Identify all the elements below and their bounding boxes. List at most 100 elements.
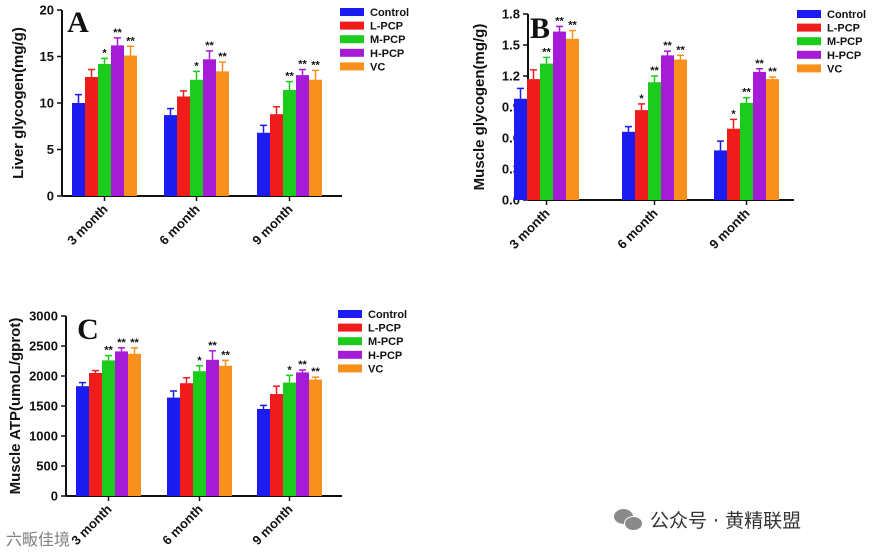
significance-mark: ** xyxy=(676,44,685,56)
x-tick-label: 3 month xyxy=(68,501,114,547)
significance-mark: ** xyxy=(555,15,564,27)
legend-label: L-PCP xyxy=(368,323,401,335)
significance-mark: ** xyxy=(221,349,230,361)
significance-mark: ** xyxy=(126,35,135,47)
bar-vc-2 xyxy=(309,379,322,496)
bar-vc-0 xyxy=(128,353,141,496)
significance-mark: ** xyxy=(218,51,227,63)
legend-swatch-vc xyxy=(338,364,362,373)
bar-h-pcp-2 xyxy=(753,71,766,200)
legend-swatch-control xyxy=(338,310,362,318)
significance-mark: ** xyxy=(104,345,113,357)
y-tick-label: 1.5 xyxy=(502,38,520,53)
bar-m-pcp-1 xyxy=(193,371,206,496)
wechat-icon xyxy=(614,508,643,531)
significance-mark: ** xyxy=(311,366,320,378)
x-tick-label: 6 month xyxy=(614,205,660,251)
y-tick-label: 500 xyxy=(36,459,58,474)
legend-label: M-PCP xyxy=(370,34,405,46)
x-tick-label: 6 month xyxy=(156,201,202,247)
bar-m-pcp-1 xyxy=(648,82,661,200)
y-tick-label: 1.8 xyxy=(502,7,520,22)
significance-mark: * xyxy=(197,355,202,367)
y-tick-label: 5 xyxy=(47,142,54,157)
bar-h-pcp-1 xyxy=(206,359,219,496)
bar-m-pcp-0 xyxy=(540,63,553,200)
bar-l-pcp-0 xyxy=(527,79,540,200)
bar-control-2 xyxy=(257,409,270,496)
bar-control-2 xyxy=(257,132,270,196)
bar-h-pcp-0 xyxy=(111,45,124,197)
legend-swatch-m-pcp xyxy=(797,37,821,46)
bar-m-pcp-0 xyxy=(102,360,115,496)
y-tick-label: 10 xyxy=(40,96,54,111)
significance-mark: ** xyxy=(130,337,139,349)
significance-mark: * xyxy=(731,108,736,120)
y-tick-label: 1500 xyxy=(29,399,58,414)
watermark-right: 公众号 · 黄精联盟 xyxy=(614,506,801,533)
bar-l-pcp-1 xyxy=(177,96,190,196)
bar-m-pcp-0 xyxy=(98,63,111,196)
x-tick-label: 6 month xyxy=(159,501,205,547)
legend-swatch-l-pcp xyxy=(797,23,821,32)
legend-swatch-control xyxy=(797,10,821,18)
panel-label: C xyxy=(77,313,99,346)
bar-l-pcp-0 xyxy=(89,373,102,496)
legend-swatch-vc xyxy=(340,62,364,71)
bar-h-pcp-0 xyxy=(115,351,128,496)
bar-control-1 xyxy=(164,115,177,196)
significance-mark: * xyxy=(194,60,199,72)
bar-l-pcp-2 xyxy=(270,114,283,196)
significance-mark: ** xyxy=(285,71,294,83)
x-tick-label: 3 month xyxy=(64,201,110,247)
legend-label: H-PCP xyxy=(368,350,402,362)
y-axis-title: Muscle ATP(umoL/gprot) xyxy=(7,318,24,495)
bar-m-pcp-1 xyxy=(190,79,203,196)
significance-mark: ** xyxy=(768,66,777,78)
legend-label: H-PCP xyxy=(370,48,404,60)
bar-l-pcp-1 xyxy=(180,383,193,496)
significance-mark: ** xyxy=(113,27,122,39)
significance-mark: ** xyxy=(568,20,577,32)
legend-label: VC xyxy=(368,363,383,375)
significance-mark: ** xyxy=(208,340,217,352)
significance-mark: * xyxy=(287,364,292,376)
bar-h-pcp-2 xyxy=(296,372,309,496)
legend-swatch-l-pcp xyxy=(340,21,364,30)
bar-vc-2 xyxy=(766,79,779,200)
significance-mark: ** xyxy=(298,359,307,371)
bar-vc-1 xyxy=(674,59,687,200)
bar-control-2 xyxy=(714,150,727,200)
bar-control-0 xyxy=(72,103,85,196)
watermark-right-text: 公众号 · 黄精联盟 xyxy=(650,510,802,532)
legend-swatch-m-pcp xyxy=(338,337,362,346)
legend-swatch-m-pcp xyxy=(340,35,364,44)
y-tick-label: 20 xyxy=(40,3,54,18)
bar-control-1 xyxy=(622,131,635,200)
bar-control-0 xyxy=(514,98,527,200)
panel-label: B xyxy=(530,12,550,45)
bar-m-pcp-2 xyxy=(740,102,753,200)
y-tick-label: 3000 xyxy=(29,309,58,324)
significance-mark: ** xyxy=(755,58,764,70)
significance-mark: ** xyxy=(205,40,214,52)
x-tick-label: 9 month xyxy=(249,501,295,547)
legend-swatch-vc xyxy=(797,64,821,73)
bar-l-pcp-2 xyxy=(727,128,740,200)
chart-panel-c: C 0 500 1000 1500 2000 2500 3000 Muscle ATP(umoL… xyxy=(7,309,407,548)
x-tick-label: 9 month xyxy=(706,205,752,251)
legend-swatch-control xyxy=(340,8,364,16)
y-tick-label: 1.2 xyxy=(502,69,520,84)
bar-l-pcp-1 xyxy=(635,110,648,200)
y-tick-label: 0 xyxy=(47,189,54,204)
bar-vc-1 xyxy=(216,71,229,196)
significance-mark: ** xyxy=(311,59,320,71)
significance-mark: ** xyxy=(742,87,751,99)
legend-label: L-PCP xyxy=(827,23,860,35)
watermark-left: 六畈佳境 xyxy=(6,526,70,550)
y-tick-label: 2500 xyxy=(29,339,58,354)
